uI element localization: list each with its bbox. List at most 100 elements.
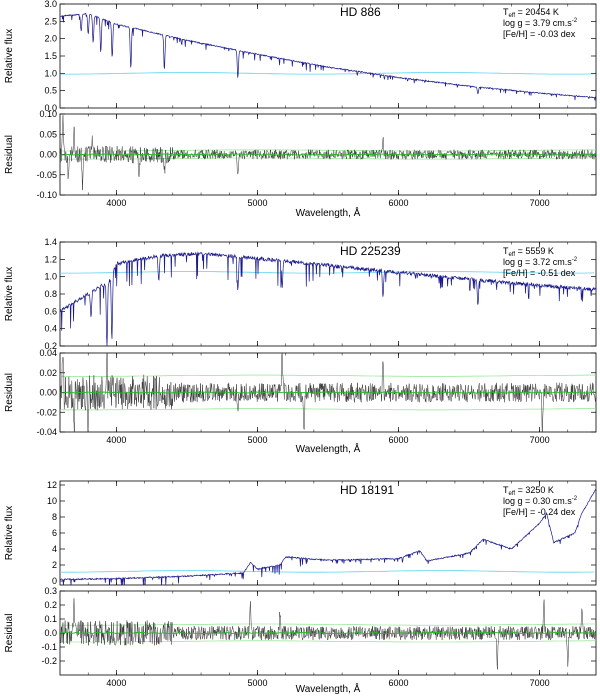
- flux-panel-axes: 0 2 4 6 8 10 12 Relative flux: [4, 480, 597, 586]
- teff-annotation: Teff = 5559 K: [503, 246, 554, 258]
- y-tick-label: 6: [52, 528, 57, 538]
- residual-line: [60, 353, 596, 432]
- x-tick-label: 7000: [530, 435, 550, 445]
- teff-symbol: T: [503, 7, 509, 17]
- spectrum-panel-1: 0.0 0.5 1.0 1.5 2.0 2.5 3.0 Relative flux HD 886…: [4, 0, 597, 219]
- y-tick-label: 1.0: [44, 68, 57, 78]
- teff-symbol: T: [503, 246, 509, 256]
- flux-panel-axes: 0.2 0.4 0.6 0.8 1.0 1.2 1.4 Relative flux: [4, 237, 597, 351]
- y-tick-label: 1.5: [44, 51, 57, 61]
- teff-symbol: T: [503, 485, 509, 495]
- y-tick-label: 0.5: [44, 86, 57, 96]
- y-tick-label: 1.2: [44, 254, 57, 264]
- residual-panel-y-axis-label: Residual: [4, 614, 15, 653]
- observed-spectrum-line: [60, 251, 596, 346]
- residual-panel-y-axis-label: Residual: [4, 135, 15, 174]
- y-tick-label: 2.5: [44, 16, 57, 26]
- y-tick-label: -0.04: [36, 427, 57, 437]
- teff-subscript: eff: [509, 13, 516, 19]
- logg-superscript: -2: [572, 496, 578, 502]
- teff-annotation: Teff = 3250 K: [503, 485, 554, 497]
- x-axis-label: Wavelength, Å: [296, 206, 361, 219]
- residual-panel-y-axis-label: Residual: [4, 373, 15, 412]
- teff-subscript: eff: [509, 252, 516, 258]
- y-tick-label: 3.0: [44, 0, 57, 9]
- y-tick-label: -0.10: [36, 190, 57, 200]
- model-reference-line: [60, 271, 595, 274]
- residual-band-line: [60, 640, 596, 643]
- y-tick-label: 1.0: [44, 272, 57, 282]
- y-tick-label: 12: [47, 480, 57, 490]
- y-tick-label: 0.2: [44, 600, 57, 610]
- teff-subscript: eff: [509, 491, 516, 497]
- teff-annotation: Teff = 20454 K: [503, 7, 559, 19]
- x-tick-label: 6000: [389, 435, 409, 445]
- y-tick-label: 2.0: [44, 34, 57, 44]
- x-axis-label: Wavelength, Å: [296, 442, 361, 455]
- y-tick-label: 0.0: [44, 628, 57, 638]
- feh-annotation: [Fe/H] = -0.03 dex: [503, 29, 576, 39]
- y-tick-label: 0.05: [39, 129, 57, 139]
- y-tick-label: 10: [47, 496, 57, 506]
- y-tick-label: 0.1: [44, 614, 57, 624]
- y-tick-label: 2: [52, 560, 57, 570]
- residual-zero-line: [60, 391, 596, 394]
- model-reference-line: [60, 72, 595, 75]
- teff-value: = 5559 K: [515, 246, 554, 256]
- residual-band-line: [60, 623, 596, 626]
- y-tick-label: 0.0: [44, 103, 57, 113]
- star-name-title: HD 225239: [340, 244, 401, 258]
- y-tick-label: 4: [52, 544, 57, 554]
- y-tick-label: 8: [52, 512, 57, 522]
- model-reference-line: [60, 570, 595, 573]
- feh-annotation: [Fe/H] = -0.24 dex: [503, 507, 576, 517]
- logg-annotation: log g = 0.30 cm.s-2: [503, 496, 578, 506]
- y-tick-label: 0.00: [39, 150, 57, 160]
- logg-annotation: log g = 3.72 cm.s-2: [503, 257, 578, 267]
- y-tick-label: 0.04: [39, 348, 57, 358]
- spectrum-panel-2: 0.2 0.4 0.6 0.8 1.0 1.2 1.4 Relative flux HD 225…: [4, 237, 597, 455]
- observed-spectrum-line: [60, 489, 596, 585]
- x-tick-label: 6000: [389, 198, 409, 208]
- x-tick-label: 5000: [247, 435, 267, 445]
- y-tick-label: -0.05: [36, 170, 57, 180]
- residual-line: [60, 598, 596, 670]
- y-tick-label: 0.02: [39, 368, 57, 378]
- flux-panel-y-axis-label: Relative flux: [4, 29, 15, 83]
- x-tick-label: 7000: [530, 198, 550, 208]
- flux-panel-y-axis-label: Relative flux: [4, 267, 15, 321]
- star-name-title: HD 18191: [340, 483, 394, 497]
- residual-band-line: [60, 374, 596, 377]
- logg-annotation: log g = 3.79 cm.s-2: [503, 18, 578, 28]
- logg-superscript: -2: [572, 257, 578, 263]
- flux-panel-y-axis-label: Relative flux: [4, 506, 15, 560]
- residual-band-line: [60, 408, 596, 411]
- teff-value: = 20454 K: [515, 7, 559, 17]
- logg-value: log g = 0.30 cm.s: [503, 496, 572, 506]
- x-tick-label: 4000: [106, 678, 126, 688]
- x-tick-label: 4000: [106, 198, 126, 208]
- residual-band-line: [60, 149, 596, 152]
- flux-panel-axes: 0.0 0.5 1.0 1.5 2.0 2.5 3.0 Relative flux: [4, 0, 597, 113]
- y-tick-label: 0.2: [44, 341, 57, 351]
- observed-spectrum-line: [60, 13, 596, 101]
- y-tick-label: 0.4: [44, 324, 57, 334]
- feh-annotation: [Fe/H] = -0.51 dex: [503, 268, 576, 278]
- y-tick-label: 0.8: [44, 289, 57, 299]
- logg-value: log g = 3.79 cm.s: [503, 18, 572, 28]
- residual-zero-line: [60, 631, 596, 635]
- y-tick-label: 1.4: [44, 237, 57, 247]
- x-axis-label: Wavelength, Å: [296, 682, 361, 695]
- x-tick-label: 6000: [389, 678, 409, 688]
- y-tick-label: -0.2: [41, 656, 57, 666]
- y-tick-label: 0.10: [39, 109, 57, 119]
- y-tick-label: 0: [52, 576, 57, 586]
- y-tick-label: -0.02: [36, 407, 57, 417]
- teff-value: = 3250 K: [515, 485, 554, 495]
- x-tick-label: 7000: [530, 678, 550, 688]
- x-tick-label: 5000: [247, 678, 267, 688]
